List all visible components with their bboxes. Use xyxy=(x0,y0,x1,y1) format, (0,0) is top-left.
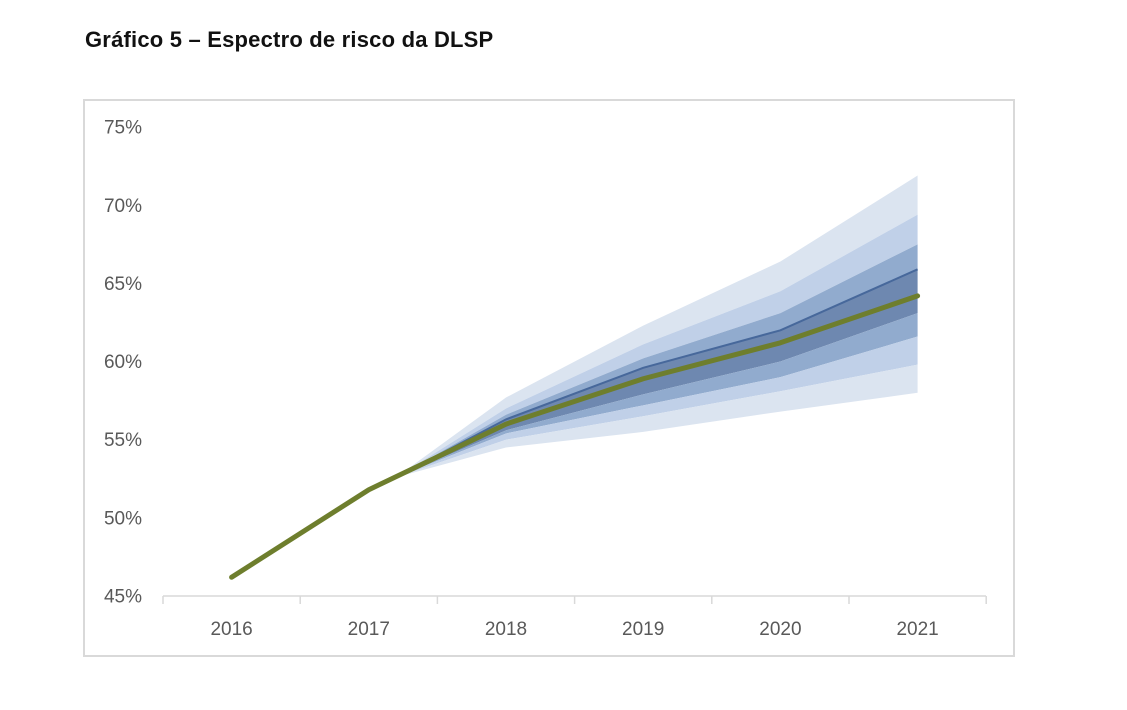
fan-band-lower-mid-bottom xyxy=(396,364,918,478)
fan-band-core-bottom xyxy=(396,313,918,478)
x-axis-label: 2020 xyxy=(759,619,801,640)
x-axis-label: 2019 xyxy=(622,619,664,640)
y-axis-label: 60% xyxy=(104,352,142,373)
median-line xyxy=(229,293,921,580)
chart-title: Gráfico 5 – Espectro de risco da DLSP xyxy=(85,27,494,52)
y-axis-label: 50% xyxy=(104,508,142,529)
x-axis-label: 2016 xyxy=(210,619,252,640)
x-axis-label: 2021 xyxy=(896,619,938,640)
core-band-top-edge xyxy=(395,268,919,479)
y-axis-label: 45% xyxy=(104,587,142,608)
x-axis-label: 2017 xyxy=(348,619,390,640)
y-axis-label: 70% xyxy=(104,196,142,217)
fan-band-lower-inner-bottom xyxy=(396,336,918,478)
x-axis-label: 2018 xyxy=(485,619,527,640)
fan-band-upper-mid-top xyxy=(396,214,918,478)
chart-frame: 45% 50% 55% 60% 65% 70% 75% 2016 2017 2018 2019 202… xyxy=(83,99,1015,657)
y-axis-label: 75% xyxy=(104,118,142,139)
fan-band-upper-outer-top xyxy=(396,175,918,478)
y-axis-label: 65% xyxy=(104,274,142,295)
y-axis-label: 55% xyxy=(104,430,142,451)
fan-chart-svg: 45% 50% 55% 60% 65% 70% 75% 2016 2017 2018 2019 202… xyxy=(104,118,987,640)
fan-band-upper-inner-top xyxy=(396,244,918,478)
